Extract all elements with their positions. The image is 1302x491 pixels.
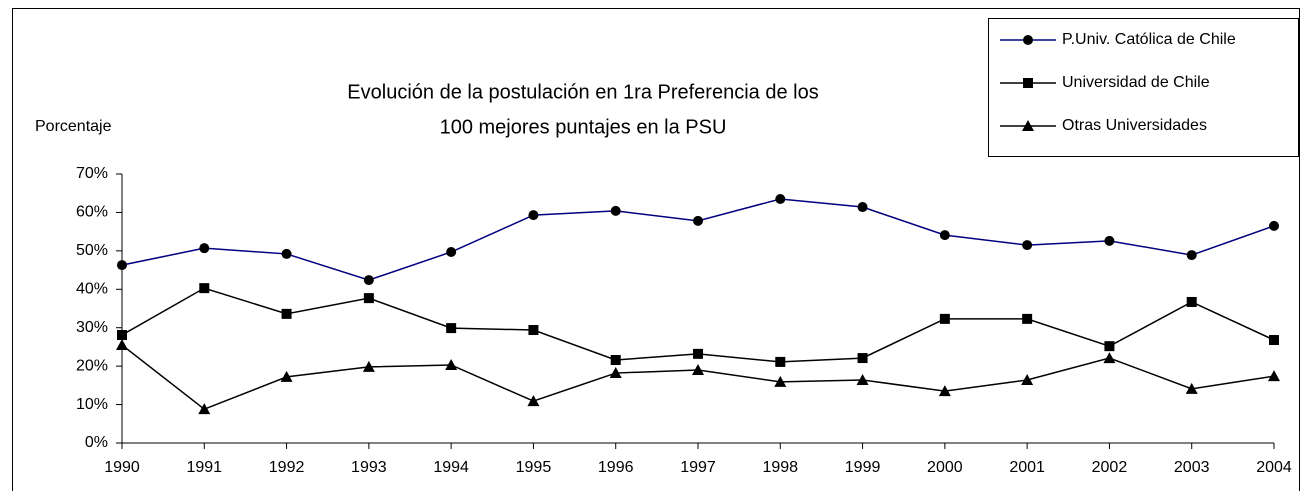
y-axis-label: Porcentaje [35,118,112,135]
data-point [198,403,211,415]
data-point [445,358,458,370]
data-point [1104,235,1115,246]
data-point [775,356,786,367]
data-point [117,330,127,341]
data-point [446,247,457,258]
data-point [363,293,374,304]
y-tick-label: 30% [76,319,108,336]
legend-label: P.Univ. Católica de Chile [1062,31,1236,48]
data-point [363,275,374,286]
x-tick-label: 1994 [433,459,469,476]
data-point [281,308,292,319]
x-tick-label: 1996 [598,459,634,476]
data-point [774,375,787,387]
data-point [1186,296,1197,307]
data-point [1186,250,1197,261]
y-tick-label: 0% [85,434,108,451]
data-point [281,248,292,259]
x-tick-label: 1992 [269,459,305,476]
data-point [856,373,869,385]
data-point [775,193,786,204]
data-point [117,260,127,271]
data-point [528,210,539,221]
y-tick-label: 50% [76,242,108,259]
x-tick-label: 2004 [1256,459,1292,476]
data-point [1103,352,1116,364]
data-point [609,367,622,379]
x-tick-label: 1993 [351,459,387,476]
chart-title: 100 mejores puntajes en la PSU [440,116,727,138]
y-tick-label: 10% [76,396,108,413]
data-point [693,348,703,359]
x-tick-label: 2001 [1009,459,1045,476]
legend-marker [1023,35,1033,45]
data-point [527,395,540,407]
x-tick-label: 2002 [1092,459,1128,476]
x-tick-label: 1991 [186,459,222,476]
x-tick-label: 1998 [762,459,798,476]
data-point [446,323,457,334]
x-tick-label: 1990 [104,459,140,476]
data-point [1268,370,1280,382]
legend-box [988,18,1299,157]
x-tick-label: 2000 [927,459,963,476]
data-point [116,339,128,351]
series-line [121,198,1275,281]
data-point [1269,335,1279,346]
x-tick-label: 2003 [1174,459,1210,476]
data-point [610,205,621,216]
x-tick-label: 1999 [845,459,881,476]
data-point [610,354,621,365]
legend-label: Universidad de Chile [1062,74,1210,91]
data-point [1104,341,1115,352]
legend-label: Otras Universidades [1062,117,1207,134]
data-point [280,370,293,382]
data-point [199,243,210,254]
chart-frame [12,8,1300,491]
data-point [857,353,868,364]
data-point [1022,240,1033,251]
y-tick-label: 40% [76,281,108,298]
data-point [938,385,951,397]
chart-title: Evolución de la postulación en 1ra Prefe… [347,81,818,103]
data-point [1022,313,1033,324]
y-tick-label: 20% [76,357,108,374]
data-point [857,202,868,213]
data-point [692,363,704,375]
data-point [199,283,210,294]
x-tick-label: 1997 [680,459,716,476]
x-tick-label: 1995 [516,459,552,476]
data-point [528,325,539,336]
legend-marker [1022,120,1034,131]
data-point [693,215,703,226]
y-tick-label: 70% [76,165,108,182]
data-point [939,230,950,241]
y-tick-label: 60% [76,204,108,221]
data-point [1185,382,1198,394]
legend-marker [1023,78,1033,88]
data-point [1021,373,1034,385]
data-point [362,360,375,372]
data-point [1269,220,1279,231]
data-point [939,313,950,324]
